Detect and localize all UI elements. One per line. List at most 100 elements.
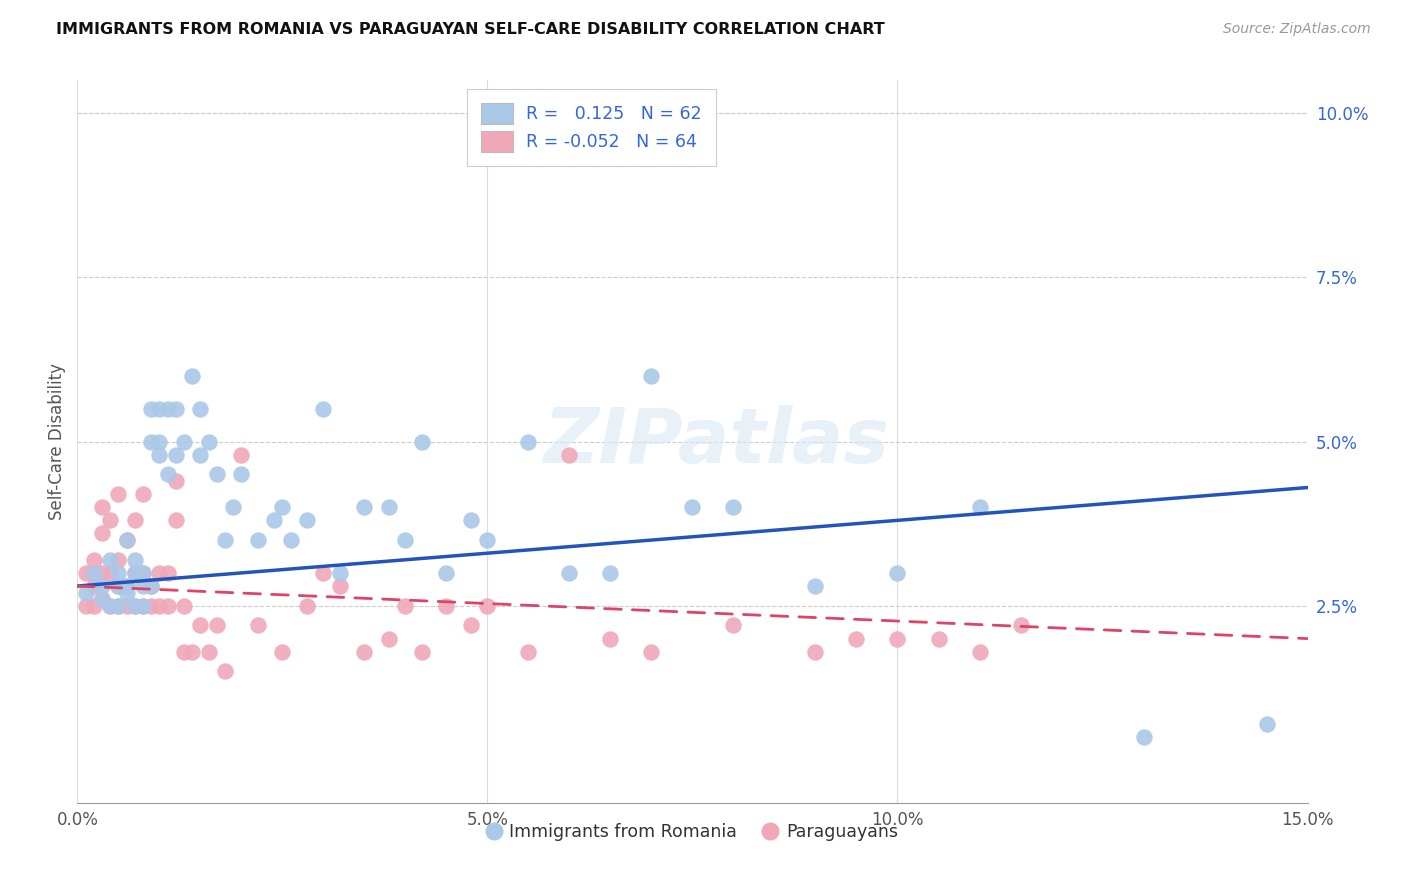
Point [124, 566, 146, 580]
Point [90, 592, 114, 607]
Point [165, 474, 187, 488]
Point [148, 599, 170, 613]
Point [107, 553, 129, 567]
Point [173, 434, 195, 449]
Point [90, 579, 114, 593]
Point [132, 579, 155, 593]
Point [804, 645, 827, 659]
Point [246, 618, 269, 632]
Point [83, 553, 105, 567]
Point [312, 566, 335, 580]
Point [141, 579, 163, 593]
Point [115, 533, 138, 547]
Point [205, 467, 228, 482]
Point [132, 487, 155, 501]
Point [132, 566, 155, 580]
Point [1132, 730, 1154, 744]
Point [214, 533, 236, 547]
Point [969, 645, 991, 659]
Legend: Immigrants from Romania, Paraguayans: Immigrants from Romania, Paraguayans [479, 816, 905, 848]
Point [98, 553, 121, 567]
Point [436, 566, 458, 580]
Point [107, 599, 129, 613]
Point [115, 585, 138, 599]
Point [353, 500, 375, 515]
Point [132, 599, 155, 613]
Point [124, 513, 146, 527]
Point [928, 632, 950, 646]
Point [141, 579, 163, 593]
Point [124, 566, 146, 580]
Point [115, 579, 138, 593]
Point [197, 645, 219, 659]
Point [640, 368, 662, 383]
Point [969, 500, 991, 515]
Point [460, 618, 482, 632]
Point [132, 599, 155, 613]
Point [173, 645, 195, 659]
Point [141, 434, 163, 449]
Point [141, 401, 163, 416]
Point [98, 566, 121, 580]
Point [205, 618, 228, 632]
Point [231, 467, 253, 482]
Point [460, 513, 482, 527]
Point [271, 500, 294, 515]
Point [214, 665, 236, 679]
Point [107, 579, 129, 593]
Point [156, 401, 179, 416]
Point [188, 401, 212, 416]
Point [411, 645, 433, 659]
Point [156, 467, 179, 482]
Point [90, 526, 114, 541]
Point [165, 448, 187, 462]
Point [329, 579, 352, 593]
Point [107, 566, 129, 580]
Point [83, 599, 105, 613]
Point [312, 401, 335, 416]
Point [886, 632, 908, 646]
Point [682, 500, 704, 515]
Point [156, 599, 179, 613]
Point [599, 632, 621, 646]
Point [124, 599, 146, 613]
Point [165, 513, 187, 527]
Text: ZIPatlas: ZIPatlas [544, 405, 890, 478]
Point [188, 448, 212, 462]
Point [231, 448, 253, 462]
Point [295, 599, 318, 613]
Point [132, 566, 155, 580]
Point [558, 448, 581, 462]
Point [197, 434, 219, 449]
Point [222, 500, 245, 515]
Point [98, 513, 121, 527]
Point [394, 533, 416, 547]
Point [124, 553, 146, 567]
Point [378, 500, 401, 515]
Point [75, 585, 97, 599]
Point [271, 645, 294, 659]
Point [115, 599, 138, 613]
Point [165, 401, 187, 416]
Point [148, 401, 170, 416]
Point [477, 533, 499, 547]
Point [115, 579, 138, 593]
Text: Source: ZipAtlas.com: Source: ZipAtlas.com [1223, 22, 1371, 37]
Point [886, 566, 908, 580]
Point [378, 632, 401, 646]
Y-axis label: Self-Care Disability: Self-Care Disability [48, 363, 66, 520]
Point [477, 599, 499, 613]
Point [90, 500, 114, 515]
Point [115, 533, 138, 547]
Point [640, 645, 662, 659]
Point [723, 500, 745, 515]
Point [353, 645, 375, 659]
Point [558, 566, 581, 580]
Point [436, 599, 458, 613]
Point [394, 599, 416, 613]
Point [156, 566, 179, 580]
Point [1010, 618, 1032, 632]
Text: IMMIGRANTS FROM ROMANIA VS PARAGUAYAN SELF-CARE DISABILITY CORRELATION CHART: IMMIGRANTS FROM ROMANIA VS PARAGUAYAN SE… [56, 22, 884, 37]
Point [83, 579, 105, 593]
Point [148, 434, 170, 449]
